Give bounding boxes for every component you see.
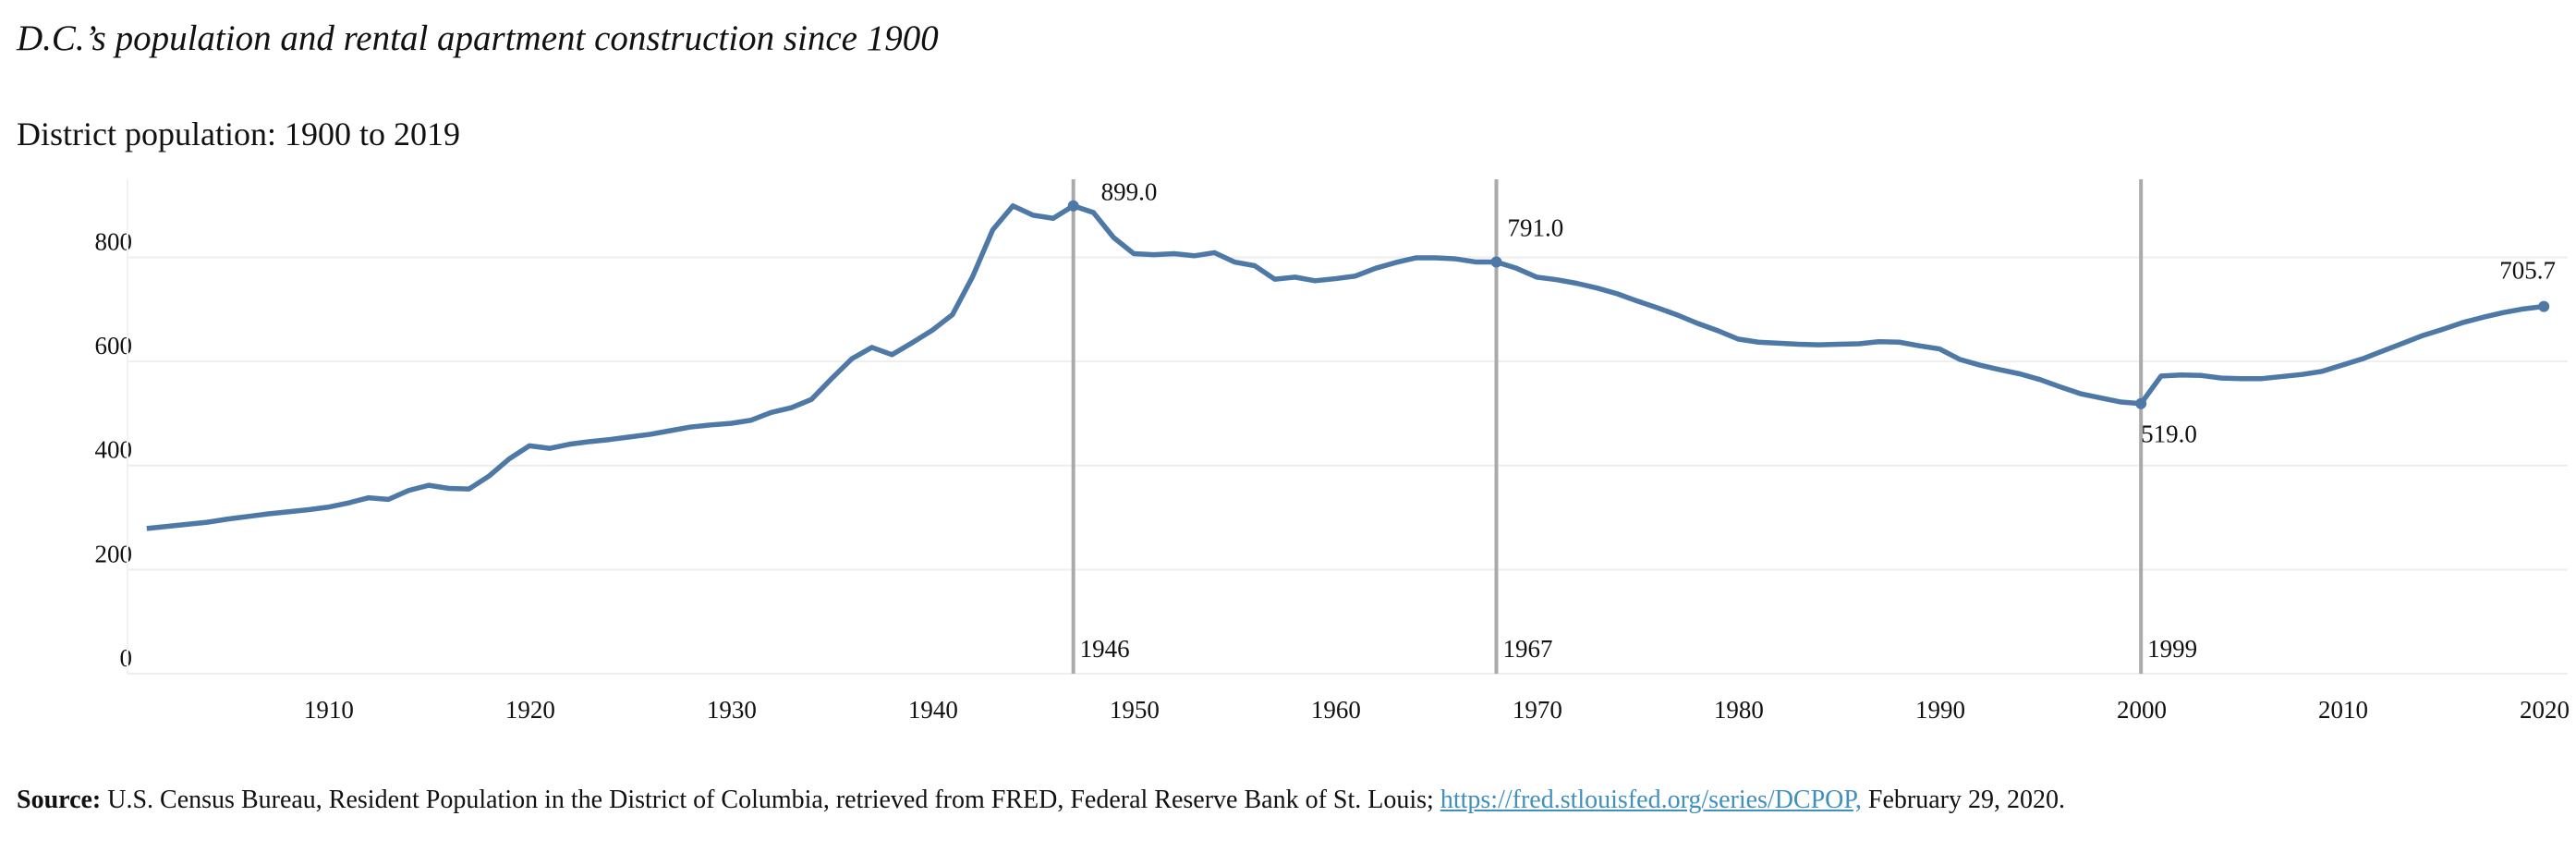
annotated-point: [1490, 256, 1502, 268]
annotation-label: 519.0: [2141, 420, 2197, 448]
x-tick-label: 2020: [2520, 696, 2570, 724]
x-tick-label: 1940: [908, 696, 958, 724]
annotation-label: 791.0: [1508, 214, 1564, 242]
y-tick-label: 0: [120, 644, 133, 672]
x-tick-label: 1950: [1110, 696, 1160, 724]
x-tick-label: 2000: [2117, 696, 2167, 724]
chart-subtitle: District population: 1900 to 2019: [17, 116, 460, 152]
x-tick-label: 1910: [304, 696, 354, 724]
source-prefix: Source:: [17, 786, 102, 814]
data-line: [146, 202, 2545, 531]
y-tick-label: 800: [95, 227, 133, 255]
annotation-label: 705.7: [2499, 257, 2556, 285]
annotated-point: [1067, 200, 1079, 212]
x-tick-label: 1970: [1513, 696, 1562, 724]
annotation-label: 899.0: [1101, 178, 1158, 206]
y-tick-label: 600: [95, 332, 133, 359]
annotated-point: [2538, 300, 2550, 312]
source-note: Source: U.S. Census Bureau, Resident Pop…: [17, 786, 2065, 815]
source-suffix: February 29, 2020.: [1867, 786, 2065, 814]
chart: D.C.’s population and rental apartment c…: [16, 18, 2570, 724]
x-tick-label: 1920: [505, 696, 555, 724]
annotated-point: [2135, 397, 2147, 409]
y-tick-label: 200: [95, 540, 133, 567]
x-tick-label: 1930: [707, 696, 757, 724]
chart-title: D.C.’s population and rental apartment c…: [16, 18, 939, 58]
x-tick-label: 2010: [2318, 696, 2368, 724]
y-tick-label: 400: [95, 436, 133, 464]
x-tick-label: 1960: [1311, 696, 1361, 724]
reference-label: 1967: [1503, 635, 1553, 663]
source-text: U.S. Census Bureau, Resident Population …: [107, 786, 1434, 814]
x-tick-label: 1980: [1714, 696, 1764, 724]
source-link[interactable]: https://fred.stlouisfed.org/series/DCPOP…: [1440, 786, 1862, 814]
x-tick-label: 1990: [1915, 696, 1965, 724]
reference-label: 1999: [2147, 635, 2197, 663]
reference-label: 1946: [1080, 635, 1130, 663]
